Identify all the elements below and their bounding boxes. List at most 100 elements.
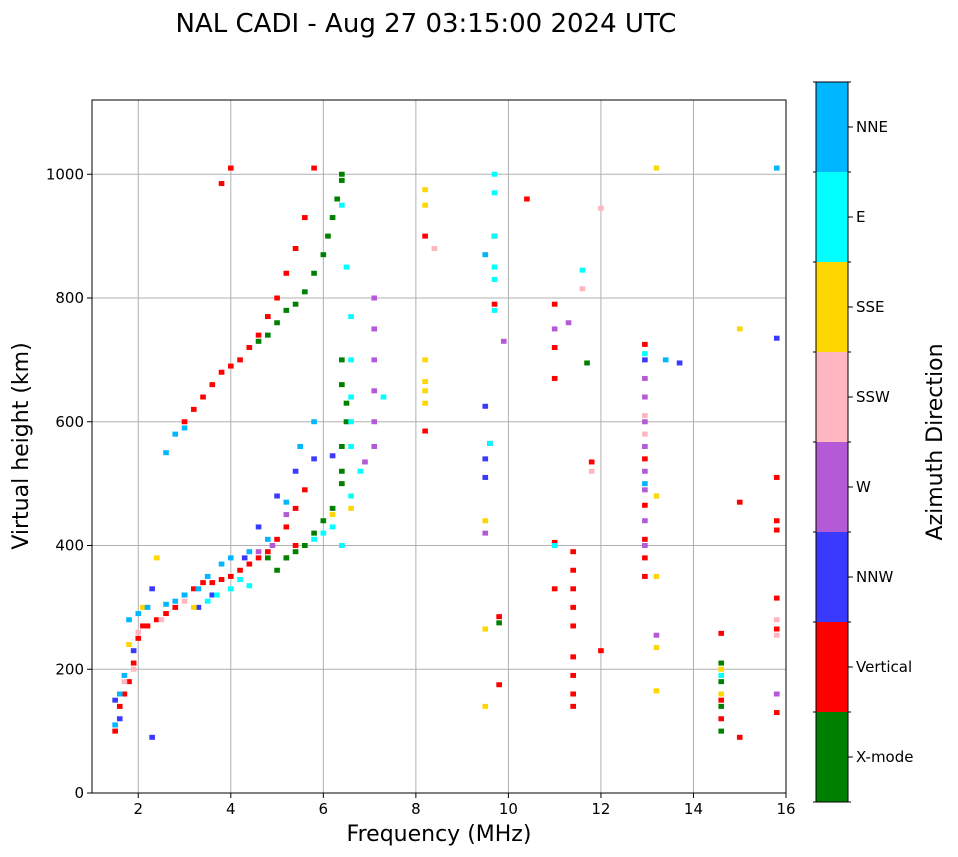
data-point: [200, 580, 206, 586]
data-point: [209, 382, 216, 388]
data-point: [274, 493, 280, 499]
x-tick-label: 16: [776, 800, 795, 818]
data-point: [283, 524, 290, 530]
data-point: [246, 549, 253, 555]
data-point: [348, 505, 354, 511]
colorbar-label: SSE: [856, 298, 885, 316]
data-point: [718, 691, 725, 697]
data-point: [551, 345, 558, 350]
data-point: [551, 543, 558, 548]
data-point: [491, 233, 498, 239]
data-point: [116, 716, 123, 722]
data-point: [311, 419, 317, 425]
y-tick-label: 800: [55, 289, 84, 307]
data-point: [773, 527, 780, 533]
y-tick-label: 600: [55, 413, 84, 431]
data-point: [227, 573, 234, 579]
data-point: [371, 419, 378, 425]
data-point: [642, 341, 648, 347]
data-point: [227, 586, 234, 592]
data-point: [491, 264, 498, 270]
data-point: [269, 543, 276, 548]
data-point: [422, 388, 428, 394]
data-point: [718, 660, 725, 666]
colorbar-segment-w: [816, 442, 848, 532]
chart-title: NAL CADI - Aug 27 03:15:00 2024 UTC: [176, 9, 677, 39]
data-point: [112, 728, 118, 734]
data-point: [112, 722, 118, 728]
data-point: [496, 620, 502, 626]
data-point: [524, 196, 530, 202]
x-tick-label: 6: [319, 800, 329, 818]
data-point: [265, 536, 271, 542]
data-point: [642, 431, 648, 437]
data-point: [491, 171, 498, 177]
data-point: [130, 660, 137, 666]
data-point: [642, 468, 648, 474]
data-point: [773, 617, 780, 623]
data-point: [153, 555, 160, 561]
data-point: [320, 518, 327, 524]
data-point: [302, 215, 308, 221]
x-axis-ticks: 2 4 6 8 10 12 14 16: [133, 793, 796, 818]
data-point: [422, 357, 428, 363]
data-point: [311, 456, 317, 462]
series-vertical: [112, 165, 780, 740]
series-e: [204, 171, 725, 678]
data-point: [773, 595, 780, 601]
data-point: [371, 326, 378, 332]
colorbar-frame: [815, 81, 849, 803]
data-point: [570, 672, 576, 678]
data-point: [642, 456, 648, 462]
data-point: [126, 642, 132, 647]
data-point: [551, 301, 558, 307]
data-point: [773, 691, 780, 697]
data-point: [482, 518, 489, 524]
azimuth-colorbar: X-mode Vertical NNW W SSW SSE E NNE: [813, 81, 913, 803]
data-point: [163, 450, 169, 456]
data-point: [422, 187, 428, 193]
data-point: [773, 632, 780, 638]
data-point: [112, 697, 118, 703]
data-point: [718, 666, 725, 672]
data-point: [718, 697, 725, 703]
colorbar-label: NNW: [856, 568, 893, 586]
data-point: [121, 679, 128, 685]
data-point: [329, 512, 336, 518]
data-point: [371, 295, 378, 301]
data-point: [642, 543, 648, 548]
x-tick-label: 12: [591, 800, 610, 818]
data-point: [348, 394, 354, 400]
data-point: [588, 468, 595, 474]
series-ssw: [121, 205, 780, 685]
data-point: [570, 623, 576, 629]
data-point: [195, 604, 202, 610]
data-point: [491, 276, 498, 282]
data-point: [565, 320, 572, 326]
data-point: [718, 728, 725, 734]
data-point: [371, 444, 378, 449]
data-point: [491, 301, 498, 307]
data-point: [218, 181, 225, 187]
data-point: [422, 233, 428, 239]
data-point: [570, 703, 576, 709]
data-point: [130, 648, 137, 654]
data-point: [283, 555, 290, 561]
y-tick-label: 200: [55, 660, 84, 678]
data-point: [551, 375, 558, 381]
data-point: [190, 586, 197, 592]
data-point: [190, 604, 197, 610]
data-point: [195, 586, 202, 592]
data-point: [773, 335, 780, 341]
data-point: [653, 573, 660, 579]
data-point: [320, 530, 327, 536]
data-point: [325, 233, 331, 239]
data-point: [204, 573, 211, 579]
data-point: [598, 648, 604, 654]
data-point: [218, 561, 225, 567]
x-tick-label: 14: [684, 800, 703, 818]
data-point: [339, 177, 345, 183]
data-point: [642, 518, 648, 524]
colorbar-segment-sse: [816, 262, 848, 352]
data-point: [551, 539, 558, 545]
